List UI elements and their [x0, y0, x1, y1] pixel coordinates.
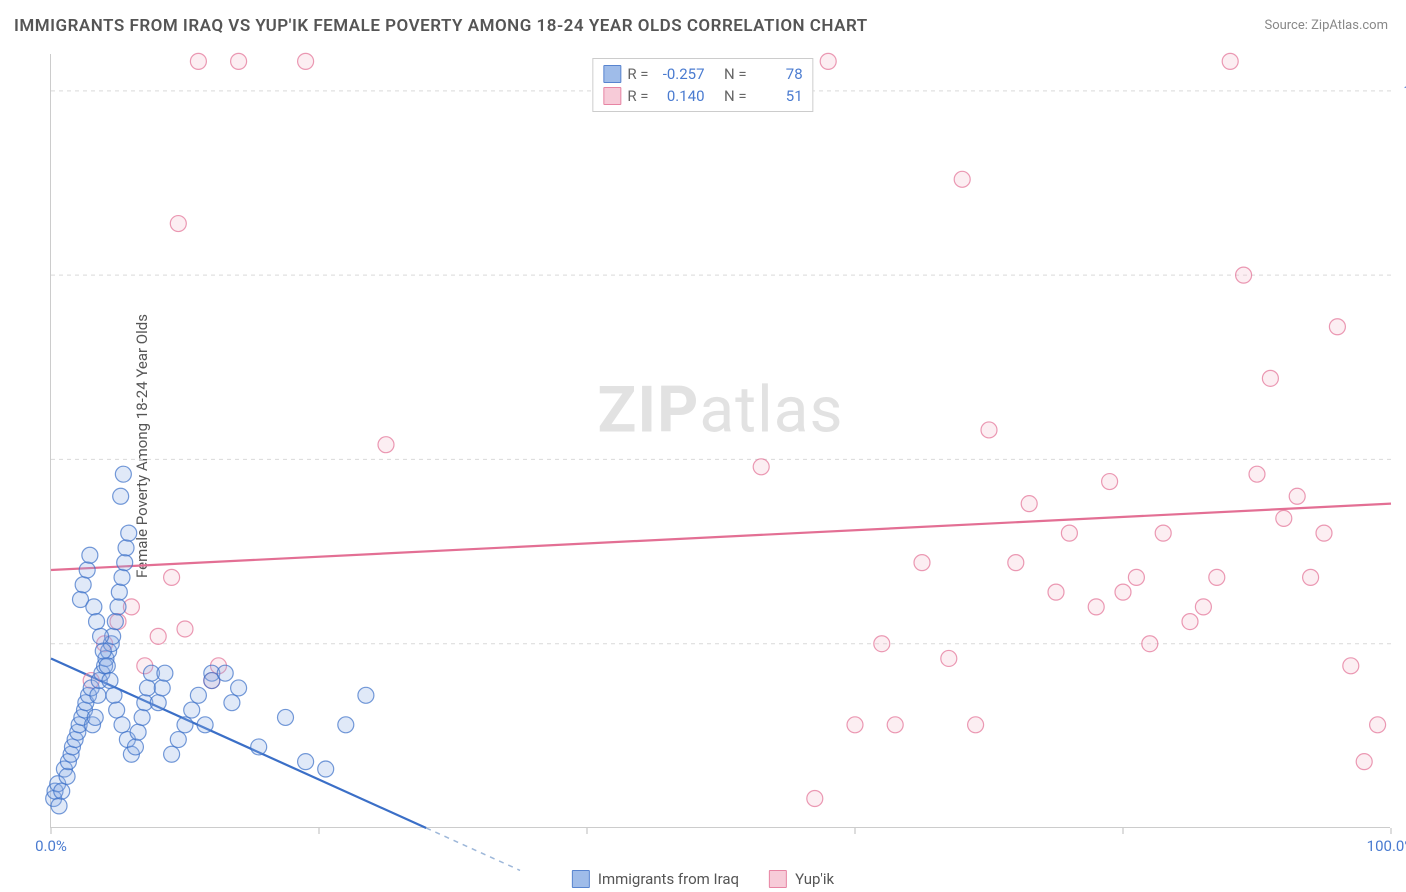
legend-label-iraq: Immigrants from Iraq — [598, 870, 739, 888]
stat-r-iraq: -0.257 — [655, 63, 705, 85]
stat-n-yupik: 51 — [753, 85, 803, 107]
legend-item-iraq: Immigrants from Iraq — [572, 870, 739, 888]
chart-source: Source: ZipAtlas.com — [1264, 18, 1388, 33]
chart-title: IMMIGRANTS FROM IRAQ VS YUP'IK FEMALE PO… — [14, 16, 868, 36]
stat-r-label: R = — [627, 63, 648, 85]
stat-r-yupik: 0.140 — [655, 85, 705, 107]
chart-container: IMMIGRANTS FROM IRAQ VS YUP'IK FEMALE PO… — [0, 0, 1406, 892]
legend-item-yupik: Yup'ik — [769, 870, 834, 888]
stats-row-iraq: R = -0.257 N = 78 — [603, 63, 802, 85]
plot-area: ZIPatlas 25.0%50.0%75.0%100.0% 0.0%100.0… — [50, 54, 1390, 828]
bottom-legend: Immigrants from Iraq Yup'ik — [572, 870, 834, 888]
swatch-yupik — [769, 870, 787, 888]
chart-svg — [51, 54, 1390, 827]
legend-label-yupik: Yup'ik — [795, 870, 834, 888]
x-tick-label: 100.0% — [1367, 837, 1406, 855]
x-tick-label: 0.0% — [35, 837, 67, 855]
stats-row-yupik: R = 0.140 N = 51 — [603, 85, 802, 107]
stats-legend: R = -0.257 N = 78 R = 0.140 N = 51 — [592, 58, 813, 112]
swatch-iraq — [603, 65, 621, 83]
stat-n-iraq: 78 — [753, 63, 803, 85]
swatch-yupik — [603, 87, 621, 105]
stat-n-label: N = — [724, 63, 747, 85]
stat-n-label: N = — [724, 85, 747, 107]
stat-r-label: R = — [627, 85, 648, 107]
swatch-iraq — [572, 870, 590, 888]
